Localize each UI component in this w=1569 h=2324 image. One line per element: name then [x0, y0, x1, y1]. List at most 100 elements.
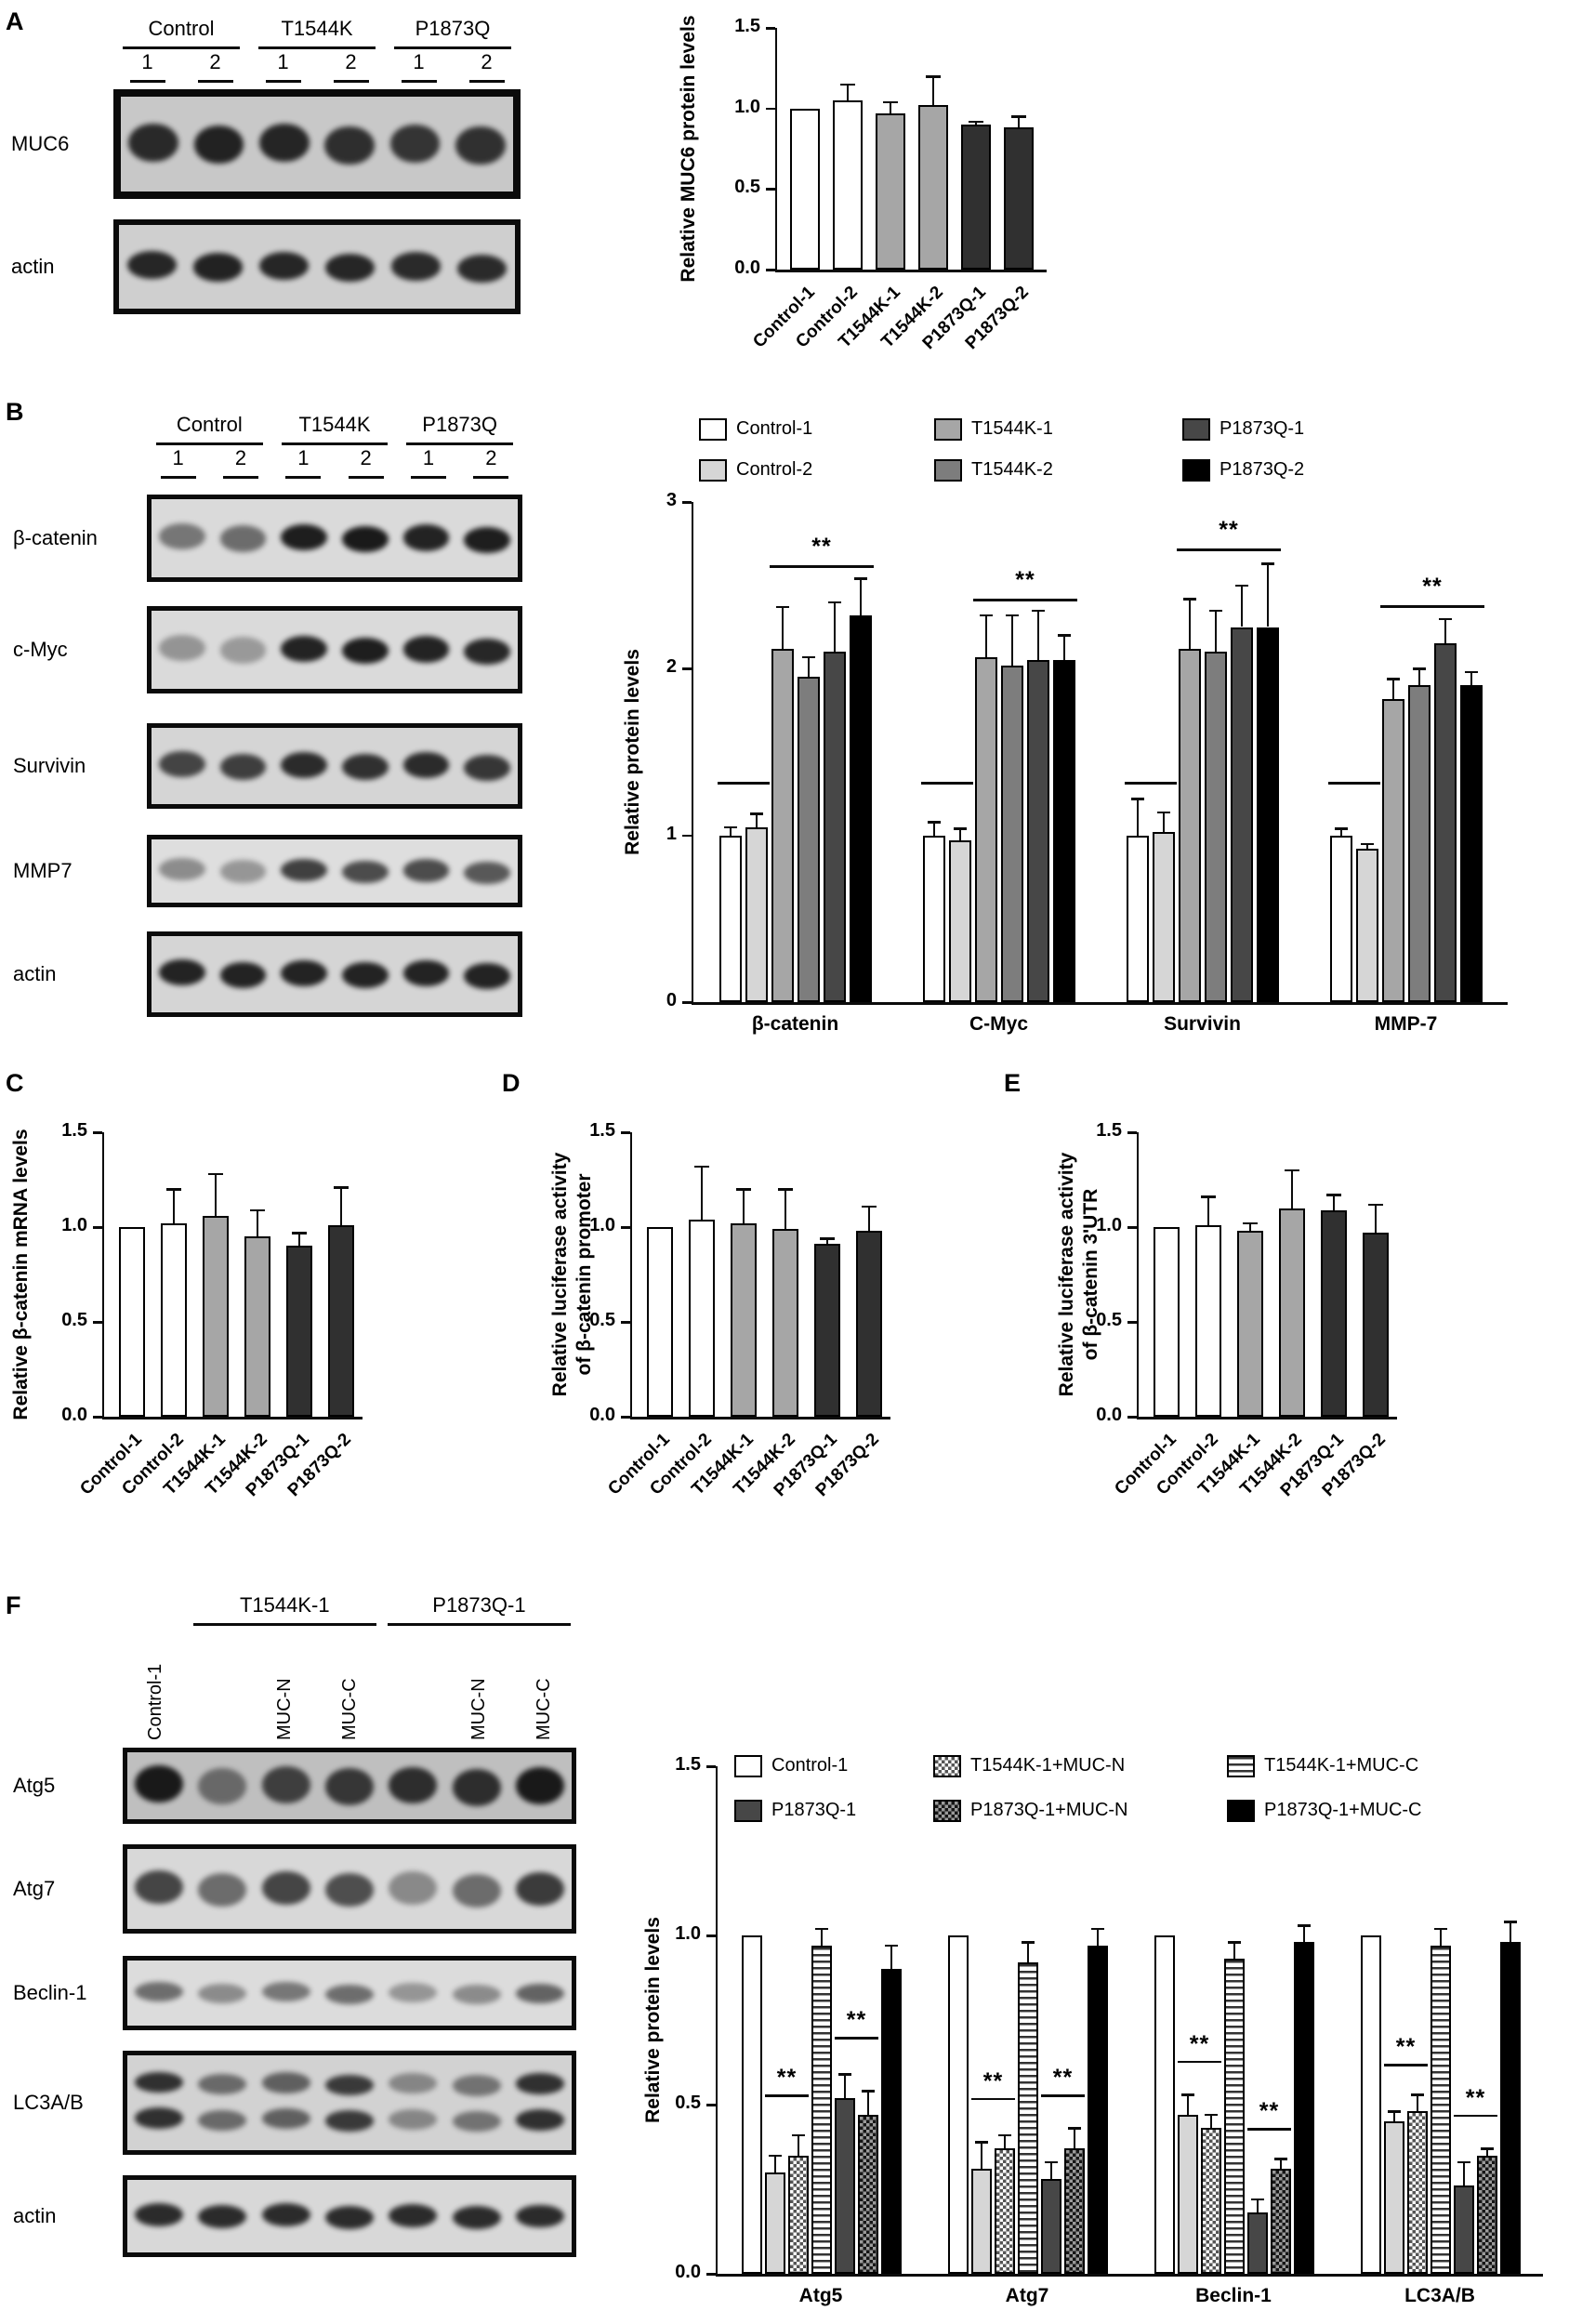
bar [1224, 1959, 1245, 2274]
legend-swatch [734, 1755, 762, 1777]
blot-band [402, 859, 450, 882]
bar [1153, 832, 1175, 1002]
legend-swatch [1227, 1755, 1255, 1777]
error-bar-cap [1335, 827, 1348, 830]
error-bar [1440, 1928, 1442, 1946]
legend-swatch [934, 459, 962, 482]
blot-row-label: actin [11, 255, 55, 278]
bar [203, 1215, 229, 1417]
error-bar [1470, 671, 1472, 686]
legend-swatch [734, 1800, 762, 1822]
bar [1363, 1233, 1389, 1417]
bar [858, 2114, 878, 2274]
blot-band [325, 2074, 374, 2096]
blot-band [389, 2072, 438, 2094]
y-tick [93, 1131, 102, 1134]
blot-vertical-lane-label: MUC-N [274, 1678, 296, 1740]
blot-band [389, 2203, 438, 2227]
blot-band [219, 753, 267, 780]
blot-lane-number: 2 [360, 446, 372, 469]
y-tick-label: 1 [666, 823, 677, 844]
blot-lane-underline [129, 80, 165, 83]
blot-band [135, 1981, 184, 2001]
blot-box [147, 835, 522, 907]
significance-line [770, 565, 874, 568]
blot-vertical-lane-label: MUC-N [468, 1678, 490, 1740]
significance-label: ** [1219, 517, 1239, 544]
bar [647, 1227, 673, 1417]
blot-lane-underline [197, 80, 233, 83]
blot-lane-underline [265, 80, 301, 83]
error-bar-cap [1157, 811, 1170, 814]
legend-swatch [1227, 1800, 1255, 1822]
error-bar-cap [736, 1188, 751, 1191]
blot-lane-underline [401, 80, 437, 83]
blot-band [135, 1765, 184, 1802]
error-bar-cap [792, 2133, 805, 2137]
blot-band [198, 2205, 247, 2229]
y-tick-label: 0.0 [1096, 1405, 1122, 1425]
blot-row-label: Atg5 [13, 1774, 56, 1797]
error-bar [257, 1209, 258, 1237]
blot-band [515, 2073, 564, 2094]
blot-lane-underline [160, 476, 196, 479]
blot-row-label: LC3A/B [13, 2091, 84, 2114]
y-axis [101, 1132, 104, 1419]
error-bar [1392, 679, 1394, 699]
error-bar [844, 2074, 846, 2098]
error-bar [867, 2091, 869, 2115]
blot-group-underline [281, 442, 389, 445]
bar [1382, 698, 1404, 1002]
bar [161, 1222, 187, 1417]
bar [1294, 1942, 1314, 2274]
blot-group-label: P1873Q [422, 413, 498, 436]
y-tick [682, 1001, 692, 1004]
legend-label: T1544K-2 [971, 459, 1053, 480]
blot-band [452, 1769, 501, 1806]
blot-box [123, 2051, 576, 2155]
error-bar [215, 1173, 217, 1216]
error-bar-cap [838, 2073, 851, 2076]
error-bar-cap [1251, 2198, 1264, 2201]
error-bar [1187, 2094, 1189, 2115]
significance-line [765, 2094, 809, 2097]
error-bar [730, 826, 732, 836]
error-bar [1267, 563, 1269, 627]
blot-row-label: Atg7 [13, 1877, 56, 1900]
significance-line [1454, 2114, 1497, 2118]
bar [771, 648, 794, 1002]
error-bar-cap [750, 812, 763, 815]
blot-group-underline [258, 46, 376, 49]
blot-band [261, 1982, 310, 2002]
blot-band [452, 1873, 501, 1908]
bar [788, 2155, 809, 2274]
blot-group-underline [192, 1623, 376, 1626]
error-bar [756, 813, 758, 827]
panel-letter-D: D [502, 1069, 521, 1097]
error-bar-cap [1011, 115, 1026, 118]
error-bar-cap [1032, 609, 1045, 613]
blot-band [341, 754, 389, 781]
blot-band [281, 523, 328, 551]
blot-band [452, 2206, 501, 2230]
y-tick [706, 1765, 716, 1768]
error-bar [1207, 1196, 1209, 1225]
blot-lane-underline [223, 476, 258, 479]
blot-row-label: β-catenin [13, 526, 98, 549]
error-bar-cap [1022, 1941, 1035, 1944]
error-bar [890, 101, 891, 113]
error-bar-cap [862, 2090, 875, 2093]
blot-band [261, 1870, 310, 1905]
error-bar [1097, 1928, 1099, 1946]
error-bar [985, 614, 987, 657]
bar [1434, 643, 1457, 1002]
error-bar-cap [928, 821, 941, 824]
blot-box [113, 89, 521, 199]
error-bar-cap [1465, 670, 1478, 674]
error-bar-cap [969, 120, 983, 124]
error-bar [1037, 610, 1039, 661]
error-bar [1074, 2128, 1075, 2149]
blot-group-underline [406, 442, 513, 445]
error-bar [298, 1233, 300, 1247]
bar [1460, 685, 1483, 1002]
